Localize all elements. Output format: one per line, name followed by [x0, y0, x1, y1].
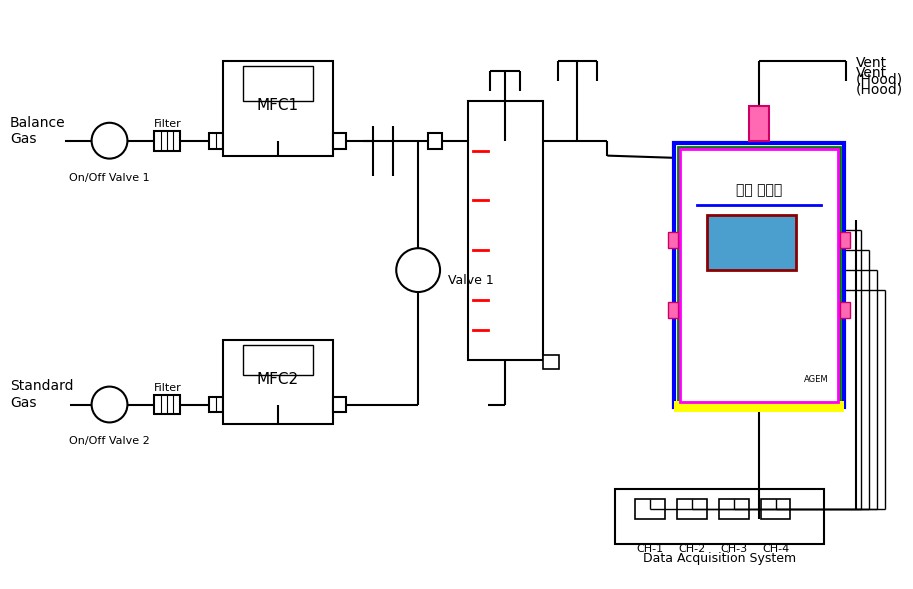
Bar — [428, 133, 442, 148]
Polygon shape — [404, 256, 432, 284]
Circle shape — [91, 123, 128, 158]
Text: Valve 1: Valve 1 — [448, 273, 494, 287]
Text: CH-2: CH-2 — [678, 544, 706, 554]
Text: MFC2: MFC2 — [257, 372, 299, 387]
Bar — [761, 499, 791, 519]
Text: Vent
(Hood): Vent (Hood) — [856, 56, 903, 86]
Text: Filter: Filter — [153, 383, 181, 393]
Circle shape — [396, 248, 440, 292]
Bar — [223, 61, 332, 155]
Bar — [223, 340, 332, 425]
Bar — [332, 396, 346, 412]
Bar — [243, 66, 312, 101]
Text: CH-1: CH-1 — [636, 544, 664, 554]
Bar — [542, 355, 559, 369]
Bar — [468, 101, 542, 360]
Text: Data Acquisition System: Data Acquisition System — [644, 552, 796, 565]
Text: Vent
(Hood): Vent (Hood) — [856, 66, 903, 96]
Bar — [209, 133, 223, 148]
Bar — [668, 232, 678, 248]
Bar — [243, 345, 312, 375]
Text: Filter: Filter — [153, 119, 181, 129]
Bar — [668, 302, 678, 318]
Circle shape — [91, 386, 128, 422]
Bar — [674, 401, 845, 412]
Text: Standard
Gas: Standard Gas — [10, 379, 73, 410]
Text: CH-3: CH-3 — [720, 544, 748, 554]
Bar — [840, 232, 850, 248]
Bar — [682, 151, 836, 399]
Bar — [674, 143, 845, 408]
Text: 악취 측정기: 악취 측정기 — [736, 183, 782, 197]
Bar — [332, 133, 346, 148]
Bar — [209, 396, 223, 412]
Bar — [840, 302, 850, 318]
Bar — [678, 147, 840, 403]
Text: On/Off Valve 1: On/Off Valve 1 — [69, 173, 150, 183]
Bar — [707, 216, 796, 270]
Bar — [749, 106, 769, 141]
Bar — [680, 148, 838, 402]
Bar — [719, 499, 749, 519]
Text: Balance
Gas: Balance Gas — [10, 115, 66, 146]
Bar — [154, 131, 180, 151]
Text: CH-4: CH-4 — [762, 544, 789, 554]
Text: AGEM: AGEM — [804, 375, 829, 384]
Bar — [677, 499, 707, 519]
Text: On/Off Valve 2: On/Off Valve 2 — [69, 436, 150, 446]
Bar — [154, 395, 180, 415]
Text: MFC1: MFC1 — [257, 98, 299, 113]
Bar — [635, 499, 665, 519]
Bar — [615, 489, 824, 544]
